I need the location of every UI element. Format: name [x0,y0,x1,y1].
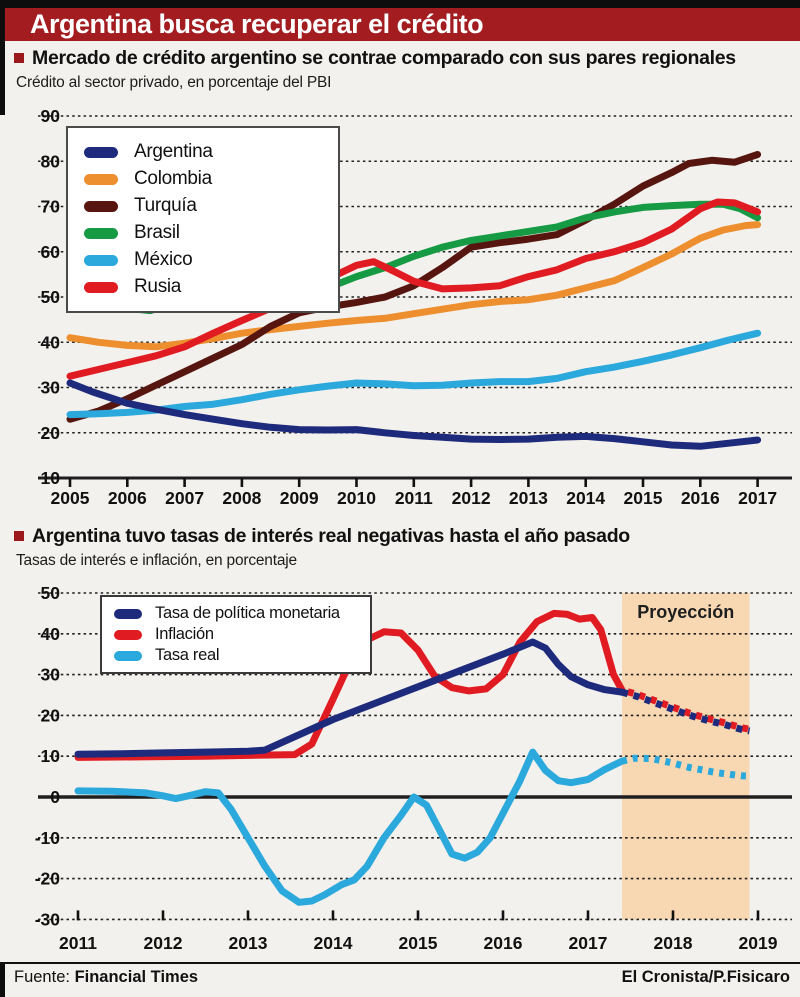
top-black-strip [0,0,800,8]
x-axis-label: 2015 [624,488,663,508]
series-turqu-a [66,151,762,423]
series-tasa-de-pol-tica-monetaria [74,638,626,758]
chart2-subtitle: Tasas de interés e inflación, en porcent… [16,552,297,569]
series-argentina [66,379,762,450]
y-axis-label: 70 [41,197,61,217]
x-axis-label: 2016 [681,488,720,508]
left-accent-bar [0,8,5,115]
legend-label: Rusia [134,276,182,297]
footer-accent-bar [0,964,5,997]
x-axis-label: 2019 [739,933,778,953]
legend-label: Argentina [134,141,213,162]
x-axis-label: 2017 [738,488,777,508]
x-axis-label: 2012 [452,488,491,508]
x-axis-label: 2014 [566,488,605,508]
y-axis-label: -20 [35,869,61,889]
projection-band [622,593,750,920]
y-axis-label: 50 [41,583,61,603]
y-axis-label: 80 [41,151,61,171]
author-credit: El Cronista/P.Fisicaro [621,968,790,986]
y-axis-label: 20 [41,705,61,725]
source-credit: Fuente: Financial Times [14,968,199,986]
x-axis-label: 2013 [509,488,548,508]
legend-swatch-icon [84,227,118,239]
legend-item-colombia: Colombia [84,168,322,190]
legend-item-tasa-de-pol-tica-monetaria: Tasa de política monetaria [114,604,358,623]
chart1-heading: Mercado de crédito argentino se contrae … [14,47,794,70]
x-axis-label: 2012 [144,933,183,953]
x-axis-label: 2010 [337,488,376,508]
legend-item-brasil: Brasil [84,222,322,244]
y-axis-label: -30 [35,909,61,929]
y-axis-label: 0 [50,787,60,807]
y-axis-label: 30 [41,378,61,398]
legend-label: Brasil [134,222,180,243]
y-axis-label: 10 [41,746,61,766]
x-axis-label: 2013 [229,933,268,953]
source-name: Financial Times [74,968,199,986]
bullet-icon [14,53,24,63]
y-axis-label: 40 [41,332,61,352]
legend-label: Inflación [155,625,214,643]
y-axis-label: 90 [41,106,61,126]
legend-swatch-icon [114,629,142,640]
legend-item-m-xico: México [84,249,322,271]
chart2-heading-text: Argentina tuvo tasas de interés real neg… [32,525,630,547]
y-axis-label: 40 [41,624,61,644]
legend-item-turqu-a: Turquía [84,195,322,217]
x-axis-label: 2006 [108,488,147,508]
footer-divider [0,962,800,964]
legend-label: Tasa real [155,646,220,664]
legend-swatch-icon [84,173,118,185]
legend-label: México [134,249,193,270]
legend-item-rusia: Rusia [84,276,322,298]
x-axis-label: 2005 [51,488,90,508]
x-axis-label: 2015 [399,933,438,953]
x-axis-label: 2011 [59,933,97,953]
series-m-xico [66,329,762,419]
legend-label: Turquía [134,195,197,216]
legend-swatch-icon [84,281,118,293]
x-axis-label: 2007 [165,488,204,508]
credit-chart-legend: Argentina Colombia Turquía Brasil México Rusi… [66,126,340,313]
x-axis-label: 2011 [395,488,433,508]
x-axis-label: 2009 [280,488,319,508]
y-axis-label: 10 [41,468,61,488]
legend-swatch-icon [84,200,118,212]
interest-rates-inflation-chart: Proyección 50 40 30 20 10 0 -10 -20 -30 2011 2012 20… [35,583,792,953]
y-axis-label: 50 [41,287,61,307]
x-axis-label: 2016 [484,933,523,953]
chart2-heading: Argentina tuvo tasas de interés real neg… [14,525,794,548]
projection-label: Proyección [637,602,734,622]
footer: Fuente: Financial Times El Cronista/P.Fi… [0,968,800,987]
legend-item-argentina: Argentina [84,141,322,163]
series-tasa-real-proyecci-n- [621,754,750,780]
x-axis-label: 2008 [222,488,261,508]
y-axis-label: 30 [41,665,61,685]
x-axis-label: 2018 [654,933,693,953]
series-tasa-real [74,748,626,906]
legend-swatch-icon [114,608,142,619]
series-rusia [66,198,762,380]
chart1-heading-text: Mercado de crédito argentino se contrae … [32,47,736,69]
x-axis-label: 2014 [314,933,353,953]
chart1-subtitle: Crédito al sector privado, en porcentaje… [16,74,332,91]
page-title: Argentina busca recuperar el crédito [30,9,484,39]
series-inflaci-n-proyecci-n- [621,686,751,733]
y-axis-label: 20 [41,423,61,443]
bullet-icon [14,531,24,541]
legend-label: Tasa de política monetaria [155,604,340,622]
legend-swatch-icon [84,146,118,158]
title-bar: Argentina busca recuperar el crédito [0,8,800,41]
legend-item-tasa-real: Tasa real [114,646,358,665]
y-axis-label: -10 [35,828,61,848]
legend-item-inflaci-n: Inflación [114,625,358,644]
legend-label: Colombia [134,168,212,189]
rates-chart-legend: Tasa de política monetaria Inflación Tasa … [100,595,372,674]
legend-swatch-icon [84,254,118,266]
legend-swatch-icon [114,650,142,661]
x-axis-label: 2017 [569,933,608,953]
y-axis-label: 60 [41,242,61,262]
